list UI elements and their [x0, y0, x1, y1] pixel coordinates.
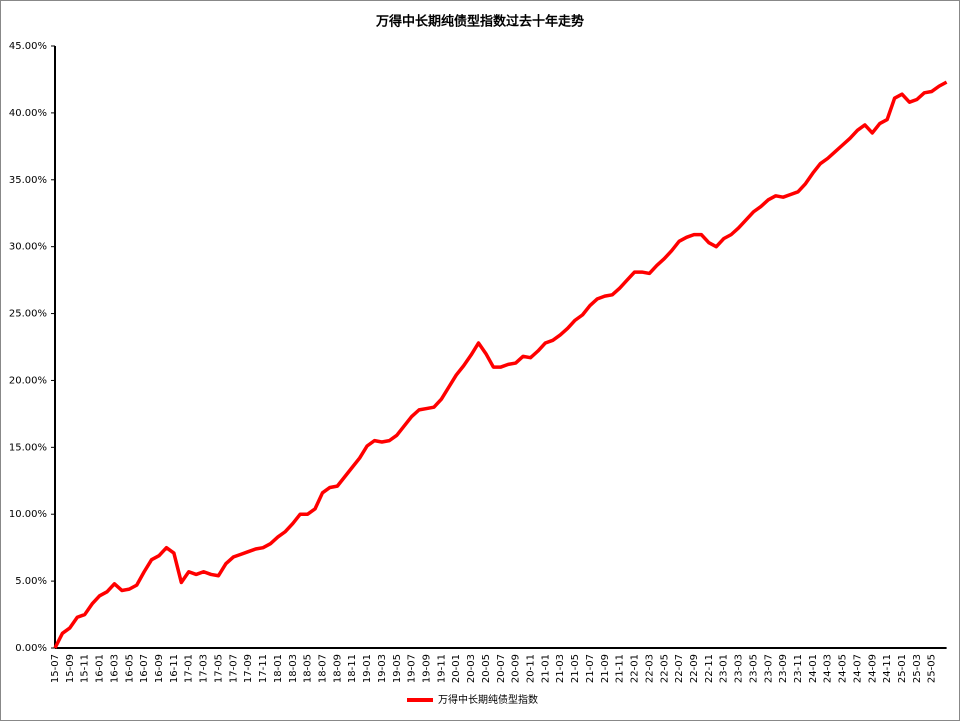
x-tick-label: 16-05 [124, 654, 135, 683]
x-tick-label: 24-07 [852, 654, 863, 683]
x-tick-label: 24-05 [838, 654, 849, 683]
x-tick-label: 22-11 [704, 654, 715, 683]
x-tick-label: 20-01 [451, 654, 462, 683]
x-tick-label: 19-11 [436, 654, 447, 683]
x-tick-label: 18-03 [288, 654, 299, 683]
x-tick-label: 19-09 [422, 654, 433, 683]
y-tick-label: 5.00% [15, 576, 47, 587]
x-tick-label: 19-05 [392, 654, 403, 683]
x-tick-label: 21-07 [585, 654, 596, 683]
x-tick-label: 15-07 [50, 654, 61, 683]
y-tick-label: 45.00% [9, 41, 47, 52]
y-tick-label: 35.00% [9, 175, 47, 186]
x-tick-label: 17-11 [258, 654, 269, 683]
x-tick-label: 15-11 [80, 654, 91, 683]
x-tick-label: 16-11 [169, 654, 180, 683]
x-tick-label: 22-09 [689, 654, 700, 683]
x-tick-label: 18-01 [273, 654, 284, 683]
series-line [53, 80, 948, 649]
x-tick-label: 17-09 [243, 654, 254, 683]
x-tick-label: 24-09 [867, 654, 878, 683]
x-tick-label: 20-09 [511, 654, 522, 683]
x-tick-label: 25-01 [897, 654, 908, 683]
y-tick-label: 40.00% [9, 108, 47, 119]
x-tick-label: 22-01 [630, 654, 641, 683]
x-tick-label: 18-07 [317, 654, 328, 683]
y-tick-label: 30.00% [9, 242, 47, 253]
x-tick-label: 25-05 [927, 654, 938, 683]
x-tick-label: 20-05 [481, 654, 492, 683]
x-tick-label: 16-01 [95, 654, 106, 683]
y-tick-label: 20.00% [9, 375, 47, 386]
x-tick-label: 19-01 [362, 654, 373, 683]
x-tick-label: 18-09 [332, 654, 343, 683]
x-tick-label: 17-01 [184, 654, 195, 683]
x-tick-label: 23-01 [719, 654, 730, 683]
x-tick-label: 21-05 [570, 654, 581, 683]
x-tick-label: 23-05 [748, 654, 759, 683]
x-tick-label: 17-07 [228, 654, 239, 683]
x-tick-label: 24-01 [808, 654, 819, 683]
x-tick-label: 25-03 [912, 654, 923, 683]
x-tick-label: 22-05 [659, 654, 670, 683]
x-tick-label: 23-11 [793, 654, 804, 683]
x-tick-label: 22-03 [644, 654, 655, 683]
x-tick-label: 20-03 [466, 654, 477, 683]
x-tick-label: 22-07 [674, 654, 685, 683]
x-tick-label: 18-05 [303, 654, 314, 683]
y-tick-label: 25.00% [9, 309, 47, 320]
x-tick-label: 24-03 [823, 654, 834, 683]
x-tick-label: 21-11 [615, 654, 626, 683]
y-tick-label: 15.00% [9, 442, 47, 453]
x-tick-label: 16-09 [154, 654, 165, 683]
x-tick-label: 16-07 [139, 654, 150, 683]
x-tick-label: 21-03 [555, 654, 566, 683]
x-tick-label: 20-07 [496, 654, 507, 683]
x-tick-label: 19-03 [377, 654, 388, 683]
x-tick-label: 20-11 [526, 654, 537, 683]
x-tick-label: 17-05 [213, 654, 224, 683]
x-tick-label: 21-09 [600, 654, 611, 683]
x-tick-label: 23-09 [778, 654, 789, 683]
x-tick-label: 15-09 [65, 654, 76, 683]
y-tick-label: 10.00% [9, 509, 47, 520]
x-tick-label: 17-03 [199, 654, 210, 683]
x-tick-label: 21-01 [540, 654, 551, 683]
x-tick-label: 24-11 [882, 654, 893, 683]
legend-label: 万得中长期纯债型指数 [438, 693, 538, 706]
x-tick-label: 23-07 [763, 654, 774, 683]
y-tick-label: 0.00% [15, 643, 47, 654]
x-tick-label: 19-07 [407, 654, 418, 683]
x-tick-label: 23-03 [734, 654, 745, 683]
x-tick-label: 18-11 [347, 654, 358, 683]
x-tick-label: 16-03 [109, 654, 120, 683]
chart-title: 万得中长期纯债型指数过去十年走势 [375, 14, 584, 30]
